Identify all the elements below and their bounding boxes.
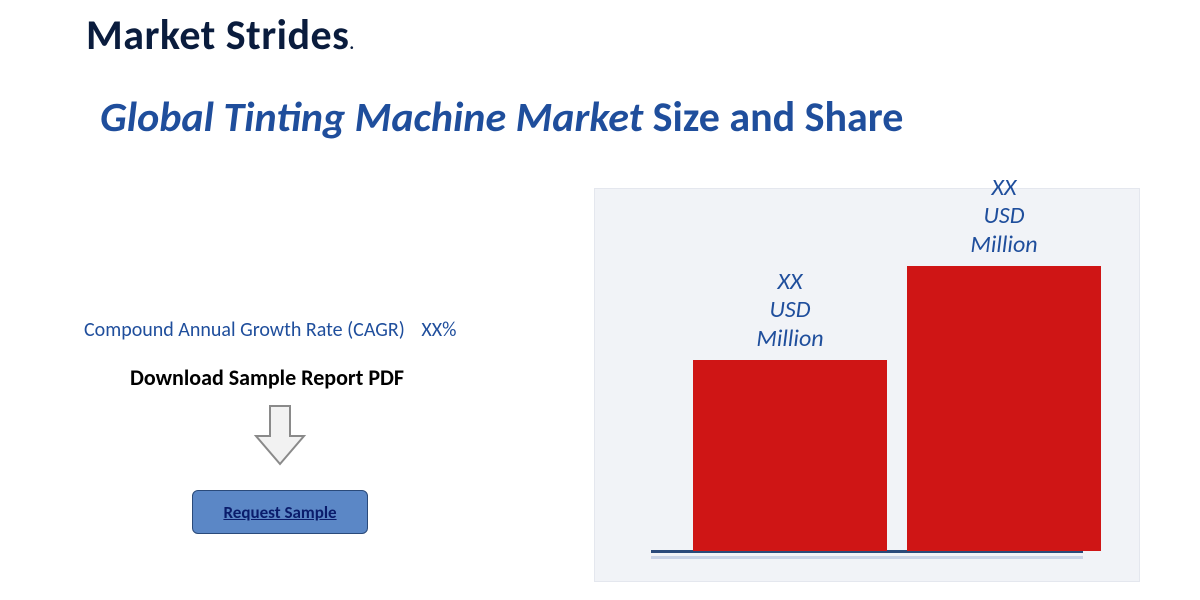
chart-axis-shadow — [651, 556, 1083, 559]
down-arrow-icon — [250, 400, 310, 475]
logo-text: Market Strides — [86, 10, 349, 61]
chart-bar-label: XXUSDMillion — [904, 174, 1104, 260]
request-sample-button[interactable]: Request Sample — [192, 490, 368, 534]
chart-bar — [907, 266, 1101, 551]
brand-logo: Market Strides. — [86, 10, 355, 61]
chart-bar-label: XXUSDMillion — [690, 268, 890, 354]
cagr-label: Compound Annual Growth Rate (CAGR) — [84, 318, 405, 342]
chart-plot-area: XXUSDMillionXXUSDMillion — [627, 197, 1107, 563]
download-cta-heading: Download Sample Report PDF — [130, 364, 404, 391]
title-rest: Size and Share — [643, 92, 903, 143]
market-size-chart: XXUSDMillionXXUSDMillion — [594, 188, 1140, 582]
cagr-value: XX% — [421, 318, 456, 342]
request-sample-label: Request Sample — [223, 502, 336, 523]
title-highlight: Global Tinting Machine Market — [100, 92, 643, 143]
page-title: Global Tinting Machine Market Size and S… — [100, 92, 903, 143]
cagr-text: Compound Annual Growth Rate (CAGR) XX% — [84, 318, 456, 342]
chart-bar — [693, 360, 887, 551]
